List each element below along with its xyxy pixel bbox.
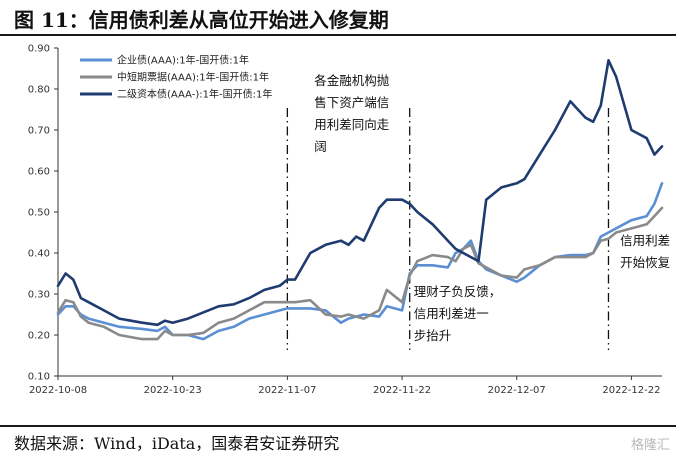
x-tick-label: 2022-11-07 (258, 385, 316, 396)
y-tick-label: 0.70 (28, 126, 50, 137)
y-tick-label: 0.50 (28, 208, 50, 219)
x-tick-label: 2022-11-22 (373, 385, 431, 396)
y-tick-label: 0.90 (28, 44, 50, 55)
y-tick-label: 0.40 (28, 249, 50, 260)
series-line-1 (56, 182, 664, 341)
annotation-text: 开始恢复 (620, 255, 671, 270)
x-tick-label: 2022-12-22 (602, 385, 660, 396)
x-tick-label: 2022-12-07 (488, 385, 546, 396)
series-lines (56, 58, 664, 341)
annotation-text: 阔 (314, 139, 327, 154)
annotation-text: 信用利差 (620, 233, 670, 248)
legend-label: 中短期票据(AAA):1年-国开债:1年 (117, 71, 269, 84)
annotation-text: 步抬升 (414, 328, 452, 343)
watermark-logo: 格隆汇 (630, 438, 670, 453)
series-line-3 (56, 58, 664, 327)
line-chart: 0.10 0.20 0.30 0.40 0.50 0.60 0.70 0.80 0.90 2022… (28, 44, 671, 397)
annotation-text: 理财子负反馈， (414, 284, 502, 299)
x-tick-label: 2022-10-08 (29, 385, 87, 396)
title-rule (0, 34, 676, 36)
legend-label: 二级资本债(AAA-):1年-国开债:1年 (117, 88, 272, 101)
annotation-text: 用利差同向走 (314, 117, 390, 132)
y-tick-label: 0.30 (28, 290, 50, 301)
series-line-2 (56, 206, 664, 341)
x-tick-label: 2022-10-23 (144, 385, 202, 396)
chart-legend: 企业债(AAA):1年-国开债:1年中短期票据(AAA):1年-国开债:1年二级… (80, 54, 272, 101)
y-tick-label: 0.10 (28, 372, 50, 383)
y-tick-label: 0.20 (28, 331, 50, 342)
data-source: 数据来源：Wind，iData，国泰君安证券研究 (14, 434, 340, 453)
annotation-text: 各金融机构抛 (314, 73, 389, 88)
y-tick-label: 0.80 (28, 85, 50, 96)
chart-title: 图 11：信用债利差从高位开始进入修复期 (14, 8, 389, 32)
source-rule (0, 425, 676, 427)
y-tick-label: 0.60 (28, 167, 50, 178)
annotation-text: 售下资产端信 (314, 95, 389, 110)
annotation-text: 信用利差进一 (414, 306, 489, 321)
chart-axes: 0.10 0.20 0.30 0.40 0.50 0.60 0.70 0.80 0.90 2022… (28, 44, 662, 396)
event-markers (286, 108, 610, 350)
legend-label: 企业债(AAA):1年-国开债:1年 (117, 54, 249, 67)
